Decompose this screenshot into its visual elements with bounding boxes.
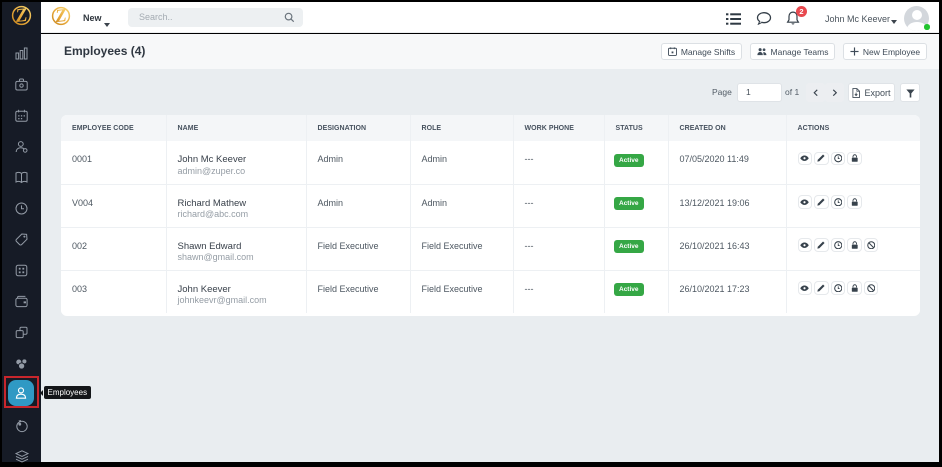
svg-text:Z: Z — [14, 5, 29, 26]
svg-text:Z: Z — [53, 6, 67, 26]
